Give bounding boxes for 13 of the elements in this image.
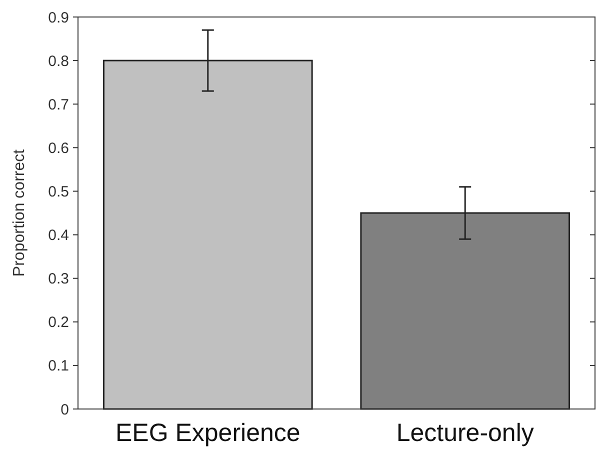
y-tick-label: 0.2 (48, 314, 69, 332)
y-tick-label: 0.8 (48, 52, 69, 70)
y-tick-label: 0.5 (48, 183, 69, 200)
y-tick-label: 0.1 (48, 358, 69, 375)
y-tick-label: 0 (60, 401, 69, 418)
y-tick-label: 0.3 (48, 270, 69, 288)
y-tick-label: 0.4 (48, 227, 69, 244)
y-tick-label: 0.7 (48, 96, 69, 114)
y-tick-label: 0.9 (48, 9, 69, 26)
y-tick-label: 0.6 (48, 140, 69, 157)
y-axis-title: Proportion correct (11, 148, 28, 277)
x-tick-label: EEG Experience (115, 419, 300, 447)
x-tick-label: Lecture-only (396, 419, 534, 447)
